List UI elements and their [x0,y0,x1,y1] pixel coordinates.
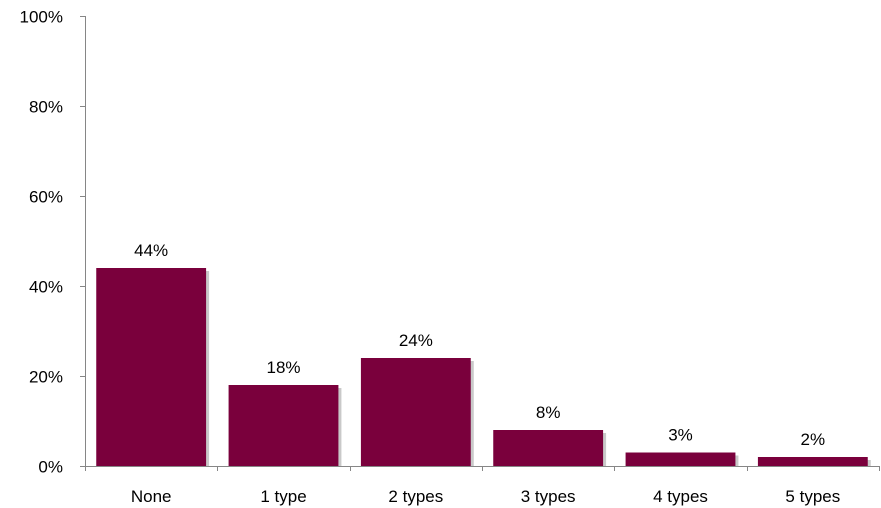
x-tick-label: 3 types [521,487,576,506]
bars [96,268,871,466]
bar [96,268,207,466]
bar [493,430,604,466]
bar [757,457,868,466]
y-tick-label: 100% [20,8,63,27]
data-label: 44% [134,241,168,260]
y-tick-label: 20% [29,368,63,387]
x-tick-label: 2 types [388,487,443,506]
y-tick-label: 60% [29,188,63,207]
y-axis: 0% 20% 40% 60% 80% 100% [20,8,86,477]
y-tick-label: 40% [29,278,63,297]
bar [625,452,736,466]
data-label: 24% [399,331,433,350]
bar [360,358,471,466]
data-label: 3% [668,426,693,445]
data-labels: 44% 18% 24% 8% 3% 2% [134,241,825,449]
bar [228,385,339,466]
y-tick-label: 0% [38,458,63,477]
data-label: 8% [536,403,561,422]
x-axis: None 1 type 2 types 3 types 4 types 5 types [85,466,880,506]
data-label: 2% [801,430,826,449]
x-tick-label: None [131,487,172,506]
y-tick-label: 80% [29,98,63,117]
data-label: 18% [266,358,300,377]
x-tick-label: 4 types [653,487,708,506]
x-tick-label: 1 type [260,487,306,506]
x-tick-label: 5 types [785,487,840,506]
